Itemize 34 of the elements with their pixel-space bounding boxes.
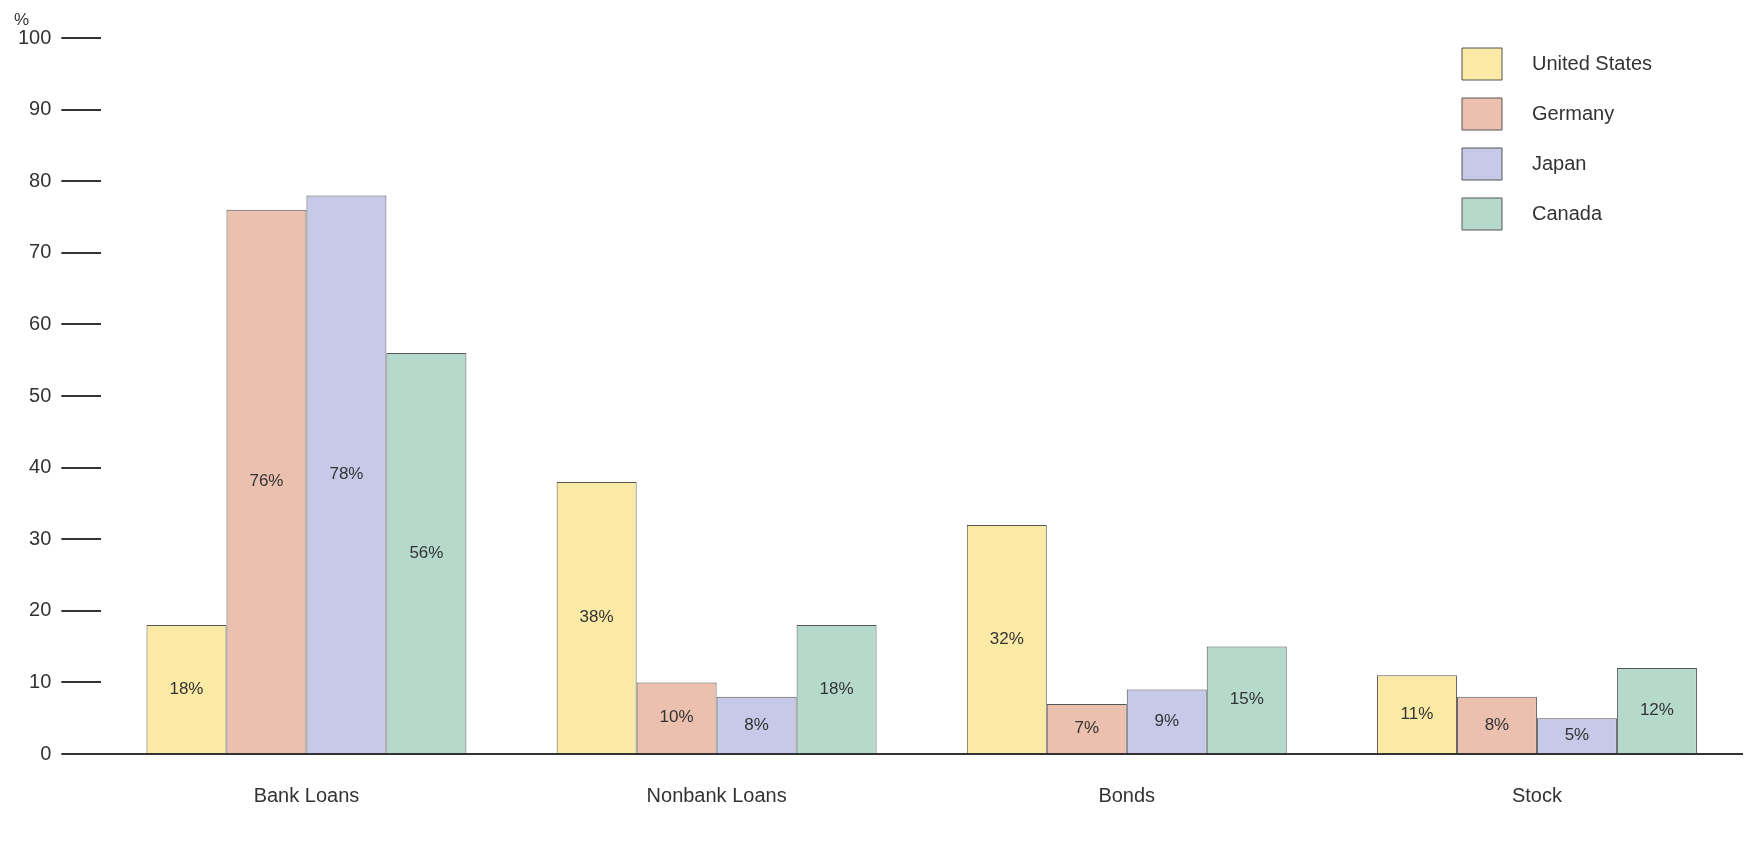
- y-tick-label: 90: [29, 97, 52, 120]
- data-label: 10%: [659, 707, 694, 727]
- y-tick-label: 50: [29, 383, 52, 406]
- data-label: 18%: [819, 678, 854, 698]
- data-label: 7%: [1074, 718, 1100, 738]
- y-tick-label: 60: [29, 311, 52, 334]
- data-label: 9%: [1154, 710, 1180, 730]
- data-label: 15%: [1229, 689, 1264, 709]
- legend-label: Germany: [1532, 101, 1615, 124]
- legend-label: Japan: [1532, 151, 1587, 174]
- data-label: 11%: [1400, 703, 1434, 723]
- legend-label: United States: [1532, 51, 1653, 74]
- data-label: 38%: [579, 607, 614, 627]
- x-tick-label: Bonds: [1098, 783, 1156, 806]
- y-tick-label: 80: [29, 168, 52, 191]
- y-tick-label: 30: [29, 526, 52, 549]
- x-tick-label: Bank Loans: [253, 783, 360, 806]
- y-tick-label: 20: [29, 598, 52, 621]
- y-tick-label: 70: [29, 240, 52, 263]
- legend-label: Canada: [1532, 201, 1603, 224]
- data-label: 8%: [1484, 714, 1510, 734]
- data-label: 32%: [989, 628, 1024, 648]
- data-label: 8%: [744, 714, 769, 734]
- data-label: 56%: [409, 542, 444, 562]
- y-tick-label: 0: [40, 741, 52, 764]
- data-label: 5%: [1564, 725, 1590, 745]
- data-label: 18%: [169, 678, 204, 698]
- y-tick-label: 40: [29, 455, 52, 478]
- data-label: 76%: [249, 471, 284, 491]
- x-tick-label: Nonbank Loans: [646, 783, 787, 806]
- y-tick-label: 10: [29, 669, 52, 692]
- x-tick-label: Stock: [1511, 783, 1563, 806]
- data-label: 12%: [1639, 700, 1674, 720]
- data-label: 78%: [329, 463, 364, 483]
